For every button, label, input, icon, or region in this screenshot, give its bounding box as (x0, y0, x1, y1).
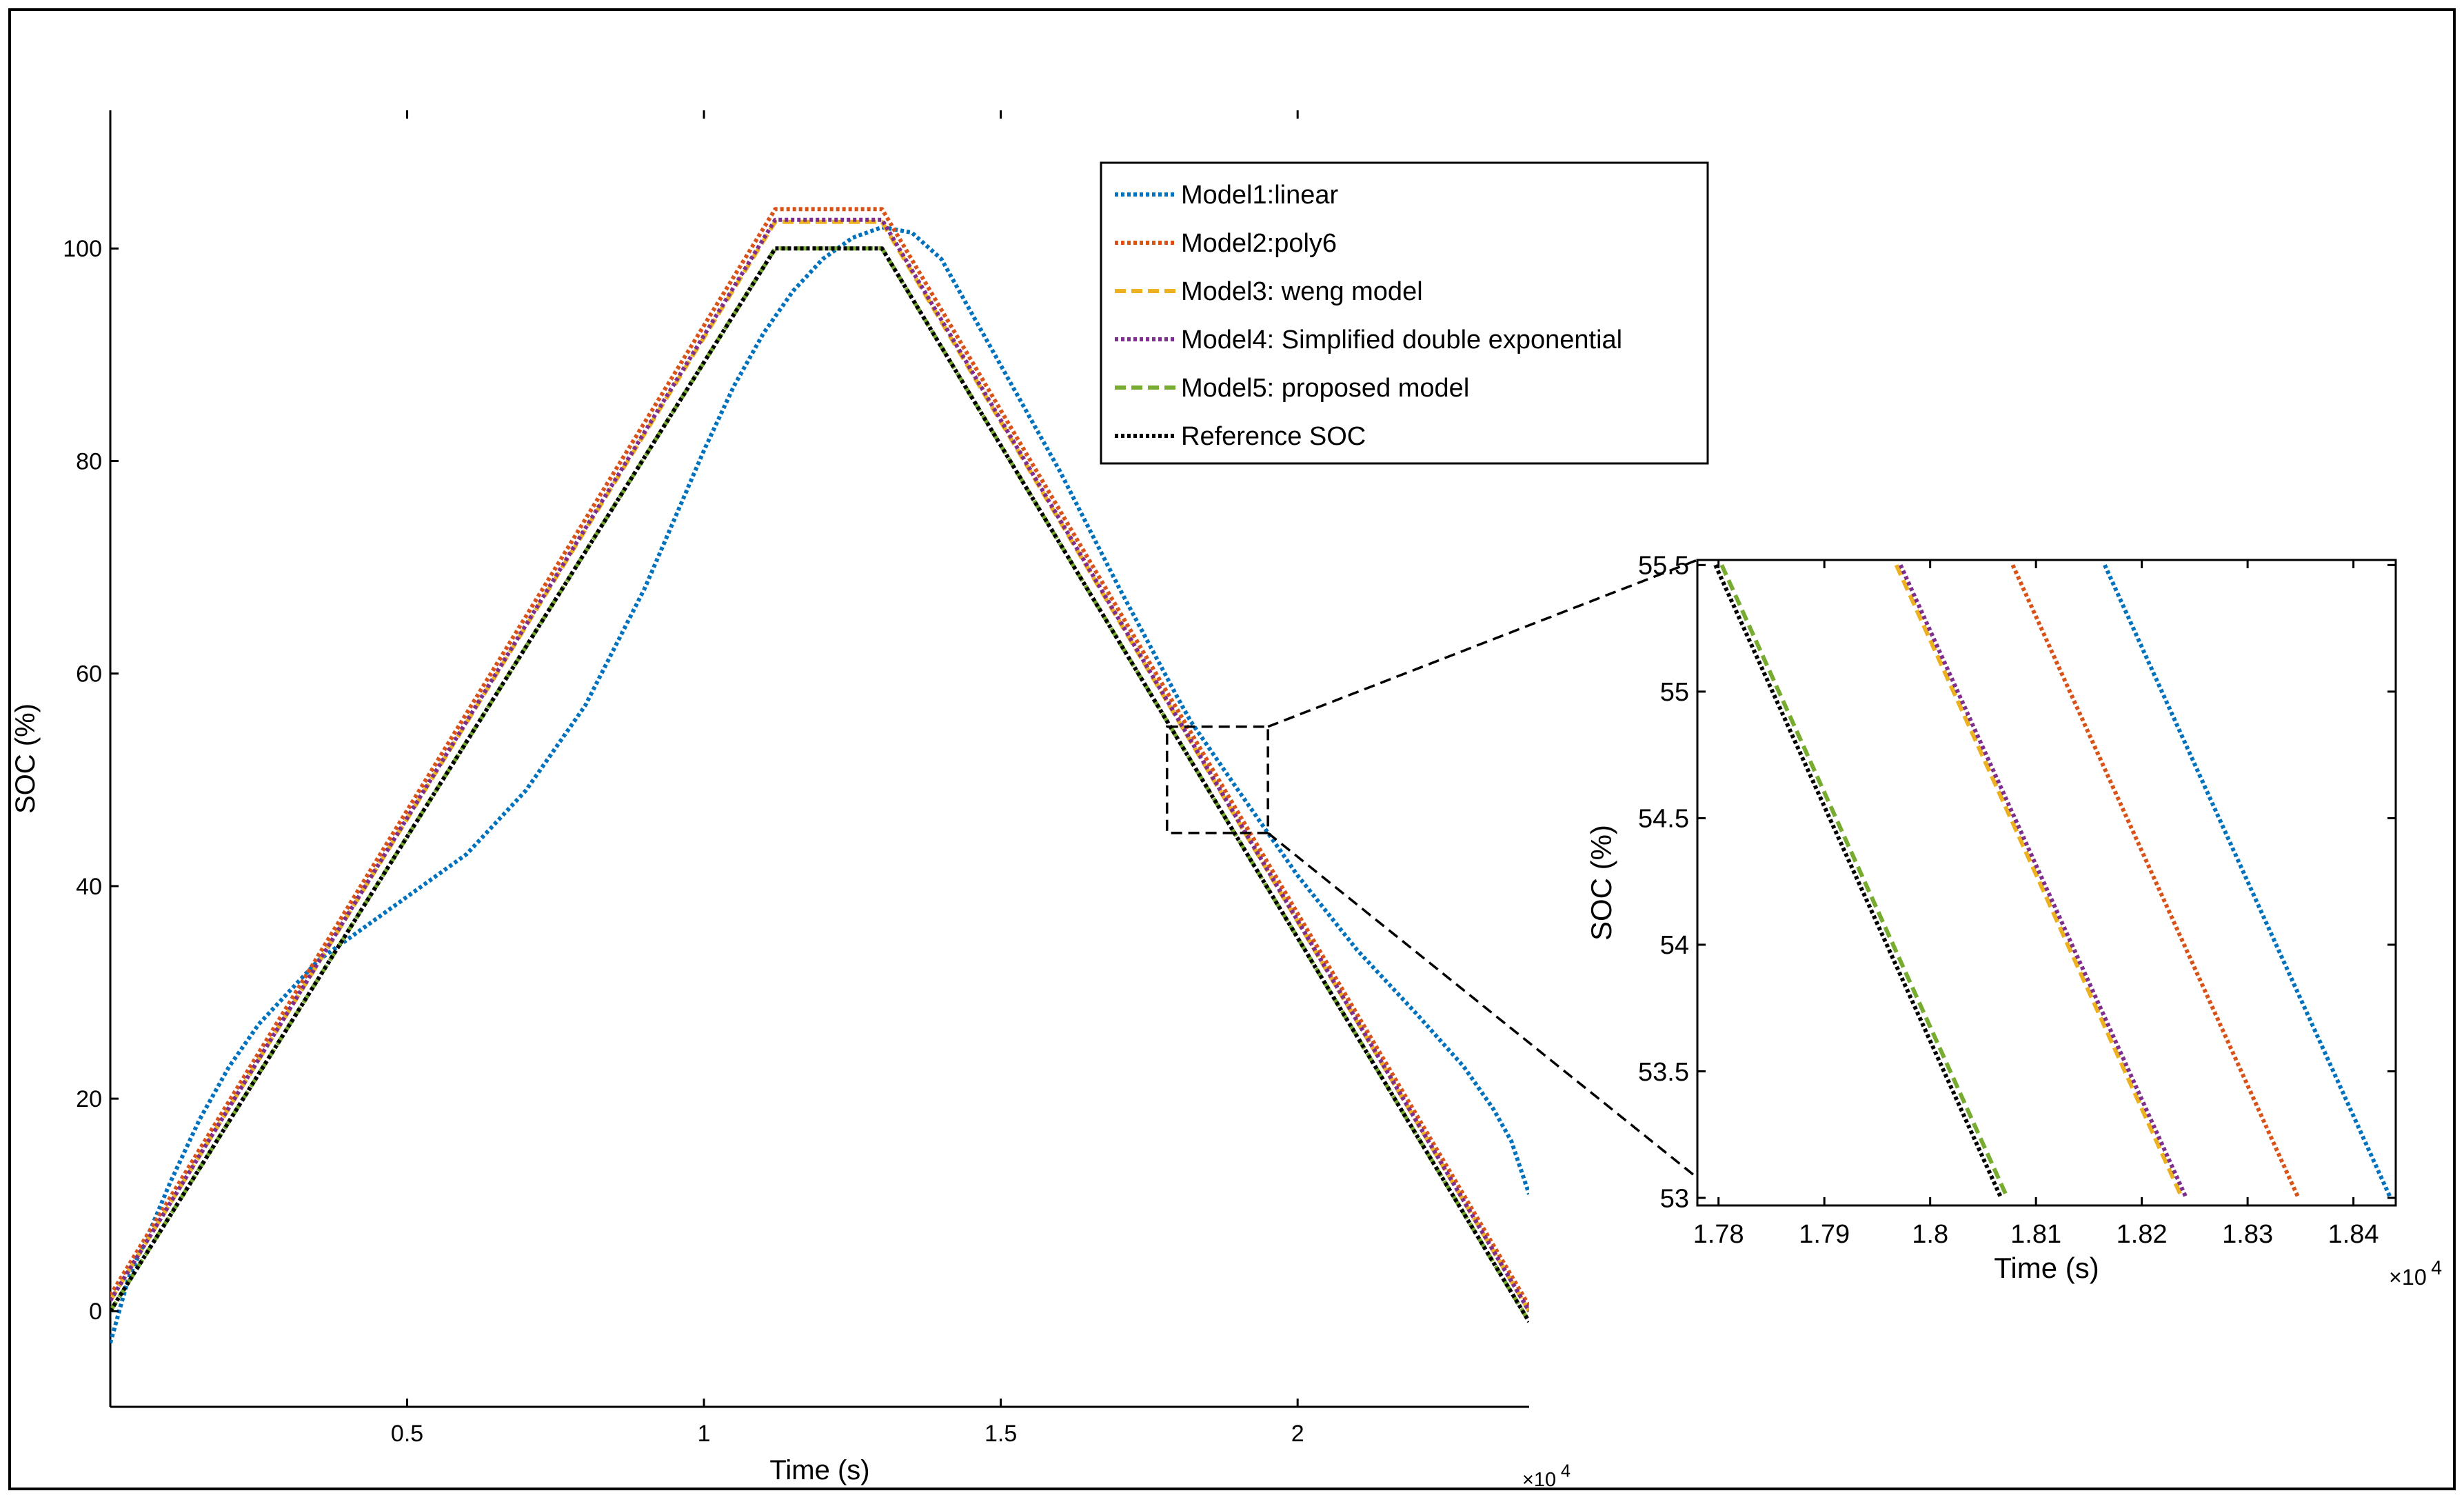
main-x-axis-label: Time (s) (769, 1455, 869, 1485)
main-x-tick-label: 2 (1291, 1421, 1304, 1447)
inset-x-exponent: ×10 (2389, 1265, 2427, 1290)
inset-y-tick-label: 55 (1660, 678, 1689, 707)
inset-series-line-4 (1898, 564, 2188, 1199)
inset-series-group (1713, 564, 2393, 1199)
main-series-line-1 (110, 225, 1529, 1344)
main-x-exponent-power: 4 (1561, 1461, 1571, 1481)
main-y-tick-label: 60 (76, 661, 102, 688)
inset-series-line-5 (1719, 564, 2010, 1199)
inset-x-tick-label: 1.8 (1912, 1220, 1948, 1249)
inset-series-line-6 (1713, 564, 2003, 1199)
main-series-line-6 (110, 246, 1529, 1323)
inset-x-axis-label: Time (s) (1994, 1252, 2099, 1284)
main-y-tick-label: 20 (76, 1086, 102, 1112)
inset-y-tick-label: 53 (1660, 1184, 1689, 1213)
main-y-tick-label: 80 (76, 448, 102, 474)
main-series-group (110, 207, 1529, 1344)
legend-label-4: Model4: Simplified double exponential (1181, 326, 1622, 354)
main-y-tick-label: 100 (63, 236, 102, 262)
main-y-axis-label: SOC (%) (10, 703, 41, 814)
main-x-tick-label: 0.5 (391, 1421, 423, 1447)
main-y-tick-label: 40 (76, 874, 102, 900)
inset-x-tick-label: 1.78 (1693, 1220, 1744, 1249)
legend-label-3: Model3: weng model (1181, 277, 1423, 306)
legend-label-6: Reference SOC (1181, 422, 1366, 451)
main-y-tick-label: 0 (89, 1299, 102, 1325)
inset-plot: 1.78 1.79 1.8 1.81 1.82 1.83 1.84 53 53.5 54 54.5 5… (1585, 552, 2442, 1290)
main-x-tick-label: 1.5 (984, 1421, 1017, 1447)
legend-label-5: Model5: proposed model (1181, 374, 1469, 403)
inset-y-axis-label: SOC (%) (1585, 825, 1617, 941)
inset-axes-box (1696, 559, 2397, 1207)
inset-x-tick-label: 1.79 (1799, 1220, 1850, 1249)
main-series-line-4 (110, 217, 1529, 1312)
inset-y-tick-label: 55.5 (1638, 552, 1689, 581)
inset-x-tick-label: 1.84 (2328, 1220, 2379, 1249)
main-x-exponent: ×10 (1522, 1469, 1556, 1491)
inset-y-tick-label: 54 (1660, 931, 1689, 960)
legend-label-1: Model1:linear (1181, 181, 1338, 210)
inset-series-line-3 (1894, 564, 2184, 1199)
main-x-tick-label: 1 (698, 1421, 711, 1447)
inset-x-tick-label: 1.81 (2010, 1220, 2061, 1249)
inset-series-line-1 (2103, 564, 2393, 1199)
figure-border (8, 8, 2456, 1490)
legend-label-2: Model2:poly6 (1181, 229, 1337, 258)
inset-x-exponent-power: 4 (2431, 1257, 2442, 1279)
inset-y-tick-label: 53.5 (1638, 1058, 1689, 1087)
zoom-connector-top (1267, 559, 1698, 728)
legend: Model1:linear Model2:poly6 Model3: weng mo… (1100, 161, 1709, 465)
legend-box (1100, 161, 1709, 465)
main-series-line-2 (110, 207, 1529, 1308)
inset-x-tick-label: 1.82 (2117, 1220, 2168, 1249)
inset-y-tick-label: 54.5 (1638, 805, 1689, 834)
inset-series-line-2 (2010, 564, 2301, 1199)
inset-x-tick-label: 1.83 (2222, 1220, 2273, 1249)
zoom-connector-bottom (1267, 832, 1699, 1179)
